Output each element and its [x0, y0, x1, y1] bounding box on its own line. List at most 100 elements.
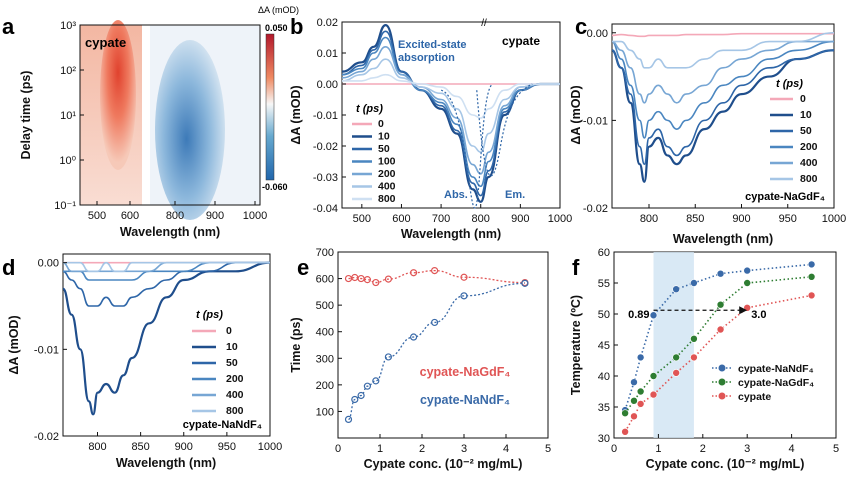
colorbar-max: 0.050	[265, 23, 288, 33]
f-data-point	[621, 427, 629, 436]
xtick-label: 900	[175, 441, 193, 453]
c-legend-label: 50	[800, 125, 812, 137]
d-legend-label: 200	[226, 373, 244, 385]
panel-e-xlabel: Cypate conc. (10⁻² mg/mL)	[364, 457, 523, 471]
panel-f-xlabel: Cypate conc. (10⁻² mg/mL)	[646, 457, 805, 471]
ytick-label: -0.01	[583, 115, 608, 127]
f-legend-label: cypate-NaNdF₄	[738, 363, 814, 375]
panel-a-title: cypate	[85, 35, 126, 50]
panel-a: a cypate 10⁻¹ 10⁰ 10¹ 10² 10³ 500 600 800 900 10…	[2, 5, 299, 239]
f-data-point	[621, 409, 629, 418]
series-line-800	[612, 31, 835, 69]
f-data-point	[716, 300, 725, 309]
panel-c-plot: 0.00 -0.01 -0.02 800 850 900 950 1000	[583, 28, 846, 225]
panel-f-legend: cypate-NaNdF₄ cypate-NaGdF₄ cypate	[712, 363, 814, 403]
f-data-point	[630, 378, 638, 387]
series-line-200	[611, 40, 835, 139]
series-line-50	[62, 261, 270, 307]
heatmap-red-band	[100, 20, 136, 170]
xtick-label: 950	[779, 213, 797, 225]
e-data-point	[372, 377, 380, 385]
series-line-800	[62, 261, 270, 273]
ytick-label: 500	[316, 300, 334, 312]
ytick-label: 40	[598, 371, 610, 383]
b-legend-label: 100	[378, 156, 396, 168]
f-legend-label: cypate-NaGdF₄	[738, 377, 814, 389]
a-xtick-label: 500	[88, 210, 106, 222]
colorbar-title: ΔA (mOD)	[258, 5, 299, 15]
series-line-0	[611, 32, 834, 38]
panel-d-title: cypate-NaNdF₄	[183, 419, 262, 431]
f-data-point	[743, 266, 752, 275]
panel-c-title: cypate-NaGdF₄	[745, 191, 825, 203]
f-data-point	[807, 260, 816, 269]
panel-d-plot: 0.00 -0.01 -0.02 800 850 900 950 1000	[34, 258, 282, 453]
series-line-50	[611, 49, 835, 165]
panel-e-legend-1: cypate-NaGdF₄	[420, 365, 511, 379]
f-data-point	[807, 272, 816, 281]
d-legend-label: 50	[226, 357, 238, 369]
e-data-point	[363, 382, 371, 390]
series-line-800	[341, 73, 560, 119]
f-dotted-line	[624, 294, 812, 433]
e-data-point	[344, 415, 353, 423]
em-dotted-curve	[476, 83, 533, 177]
e-data-point	[521, 279, 529, 287]
panel-b-xlabel: Wavelength (nm)	[401, 227, 501, 241]
xtick-label: 0	[335, 443, 341, 455]
ytick-label: 35	[598, 402, 610, 414]
xtick-label: 850	[131, 441, 149, 453]
e-data-point	[372, 278, 380, 287]
ytick-label: -0.03	[313, 172, 338, 184]
xtick-label: 1	[655, 443, 661, 455]
xtick-label: 950	[218, 441, 236, 453]
ytick-label: 300	[316, 353, 334, 365]
xtick-label: 800	[640, 213, 658, 225]
ytick-label: 50	[598, 309, 610, 321]
series-line-400	[341, 58, 560, 154]
e-data-point	[384, 353, 392, 361]
ytick-label: -0.01	[313, 110, 338, 122]
e-data-point	[410, 333, 418, 341]
e-data-point	[410, 269, 418, 277]
a-ytick-label: 10²	[60, 65, 76, 77]
a-xtick-label: 600	[121, 210, 139, 222]
e-data-point	[460, 292, 468, 300]
e-data-point	[357, 391, 365, 400]
ytick-label: 60	[598, 247, 610, 259]
f-data-point	[636, 387, 645, 396]
b-legend-label: 800	[378, 193, 396, 205]
panel-a-ylabel: Delay time (ps)	[19, 71, 33, 160]
panel-f-ylabel: Temperature (ºC)	[569, 295, 583, 395]
xtick-label: 700	[432, 213, 450, 225]
panel-e-ylabel: Time (ps)	[289, 317, 303, 372]
xtick-label: 5	[545, 443, 551, 455]
f-data-point	[649, 311, 658, 320]
e-data-point	[363, 276, 371, 284]
panel-a-yticks: 10⁻¹ 10⁰ 10¹ 10² 10³	[54, 20, 84, 212]
ytick-label: 400	[316, 327, 334, 339]
ytick-label: 700	[316, 247, 334, 259]
axis-break-mark: //	[481, 18, 487, 29]
xtick-label: 4	[503, 443, 509, 455]
panel-c-ylabel: ΔA (mOD)	[569, 85, 583, 144]
esa-annotation: Excited-state absorption	[398, 39, 466, 64]
f-data-point	[636, 400, 645, 408]
panel-d-xlabel: Wavelength (nm)	[116, 456, 216, 470]
series-line-100	[341, 36, 560, 188]
colorbar-min: -0.060	[262, 182, 288, 192]
a-ytick-label: 10¹	[60, 110, 76, 122]
abs-label: Abs.	[444, 189, 468, 201]
annotation-left: 0.89	[628, 309, 649, 321]
xtick-label: 850	[686, 213, 704, 225]
b-legend-label: 10	[378, 131, 390, 143]
c-legend-label: 400	[800, 157, 818, 169]
ytick-label: 0.00	[317, 79, 338, 91]
a-xtick-label: 800	[166, 210, 184, 222]
xtick-label: 4	[789, 443, 795, 455]
ytick-label: 100	[316, 406, 334, 418]
panel-a-xlabel: Wavelength (nm)	[120, 225, 220, 239]
